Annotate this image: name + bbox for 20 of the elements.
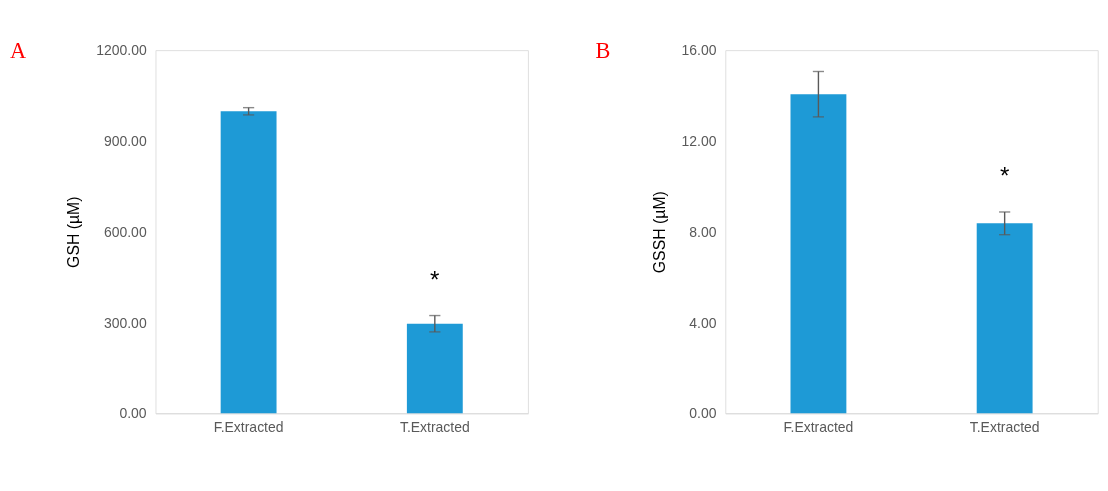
y-tick-label: 1200.00 xyxy=(96,42,147,59)
y-tick-label: 900.00 xyxy=(103,133,147,150)
y-tick-label: 0.00 xyxy=(119,405,147,422)
chart-title: A xyxy=(10,37,27,63)
y-tick-label: 0.00 xyxy=(689,405,717,422)
x-tick-label: F.Extracted xyxy=(213,419,284,436)
y-tick-label: 16.00 xyxy=(681,42,717,59)
x-tick-label: T.Extracted xyxy=(399,419,470,436)
y-tick-label: 12.00 xyxy=(681,133,717,150)
y-tick-label: 8.00 xyxy=(689,223,717,240)
chart-title: B xyxy=(595,37,611,63)
x-tick-label: T.Extracted xyxy=(969,419,1040,436)
y-axis-title: GSH (µM) xyxy=(65,196,83,268)
annotation: * xyxy=(999,162,1010,190)
y-tick-label: 4.00 xyxy=(689,314,717,331)
x-tick-label: F.Extracted xyxy=(783,419,854,436)
y-axis-title: GSSH (µM) xyxy=(650,191,668,274)
y-tick-label: 600.00 xyxy=(103,223,147,240)
annotation: * xyxy=(430,265,441,293)
y-tick-label: 300.00 xyxy=(103,314,147,331)
